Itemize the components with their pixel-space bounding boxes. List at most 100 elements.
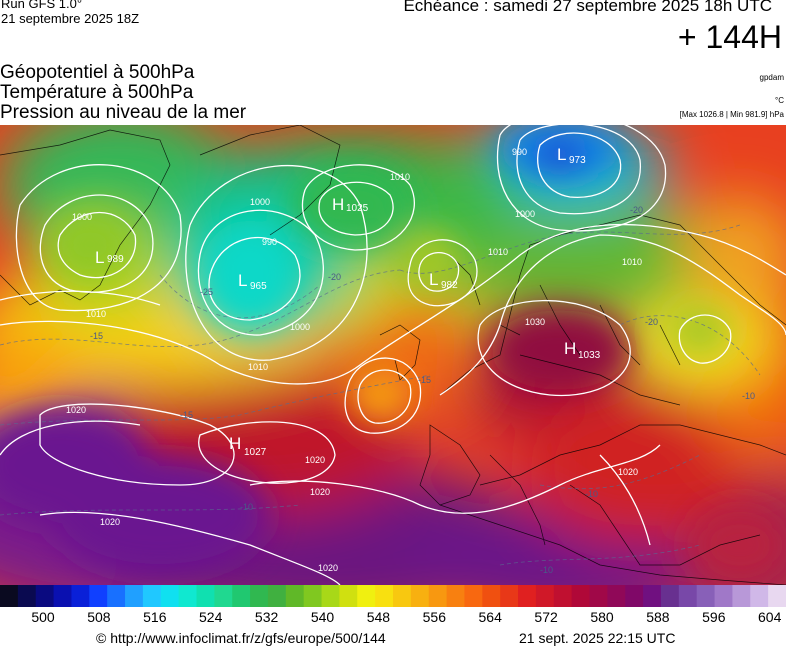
scale-swatch <box>53 585 73 607</box>
scale-tick-label: 604 <box>758 609 782 625</box>
geopotential-unit: gpdam <box>759 73 784 82</box>
scale-tick-label: 548 <box>366 609 391 625</box>
isobar-label: 1000 <box>515 209 535 219</box>
high-symbol: H <box>229 434 241 453</box>
scale-swatch <box>714 585 734 607</box>
scale-swatch <box>160 585 180 607</box>
scale-tick-label: 580 <box>590 609 614 625</box>
scale-swatch <box>303 585 323 607</box>
scale-swatch <box>321 585 341 607</box>
center-pressure: 1025 <box>346 203 369 214</box>
isotherm-label: -20 <box>645 317 658 327</box>
forecast-valid-time: Echéance : samedi 27 septembre 2025 18h … <box>403 0 772 15</box>
isobar-label: 1020 <box>100 517 120 527</box>
scale-tick-label: 564 <box>478 609 502 625</box>
center-pressure: 1027 <box>244 447 267 458</box>
scale-swatch <box>625 585 644 607</box>
scale-swatch <box>375 585 394 607</box>
isobar-label: 1010 <box>390 172 410 182</box>
scale-swatch <box>250 585 269 607</box>
isobar-label: 1010 <box>622 257 642 267</box>
scale-swatch <box>750 585 769 607</box>
temperature-unit: °C <box>775 96 784 105</box>
scale-swatch <box>178 585 198 607</box>
pressure-centers: L 989 L 965 H 1025 L 982 L 973 H 1033 H … <box>95 145 601 458</box>
center-pressure: 982 <box>441 280 458 291</box>
isotherm-label: -15 <box>90 331 103 341</box>
scale-swatch <box>535 585 555 607</box>
scale-swatch <box>696 585 716 607</box>
scale-swatch <box>678 585 698 607</box>
high-center-1025: H 1025 <box>332 195 369 214</box>
low-center-973: L 973 <box>557 145 586 166</box>
high-symbol: H <box>332 195 344 214</box>
scale-tick-label: 516 <box>143 609 167 625</box>
high-center-1027: H 1027 <box>229 434 267 458</box>
isobar-label: 990 <box>262 237 277 247</box>
high-center-1033: H 1033 <box>564 339 601 361</box>
isobar-label: 1010 <box>86 309 106 319</box>
low-center-989: L 989 <box>95 248 124 267</box>
isobar-label: 1000 <box>290 322 310 332</box>
isobar-label: 1010 <box>248 362 268 372</box>
forecast-map: 1000 990 1010 1000 1010 1020 1020 1020 1… <box>0 125 786 585</box>
model-run-label: Run GFS 1.0° <box>1 0 83 11</box>
center-pressure: 973 <box>569 155 586 166</box>
scale-swatch <box>732 585 751 607</box>
isobar-label: 1020 <box>305 455 325 465</box>
scale-swatch <box>357 585 376 607</box>
scale-swatch <box>607 585 626 607</box>
scale-swatch <box>660 585 680 607</box>
scale-swatch <box>589 585 608 607</box>
scale-swatch <box>107 585 126 607</box>
isobars <box>0 125 786 585</box>
scale-swatch <box>285 585 305 607</box>
scale-swatch <box>553 585 573 607</box>
scale-swatch <box>428 585 448 607</box>
scale-swatch <box>35 585 55 607</box>
isotherm-label: -10 <box>742 391 755 401</box>
isobar-label: 1020 <box>618 467 638 477</box>
isobar-labels: 1000 990 1010 1000 1010 1020 1020 1020 1… <box>66 147 642 573</box>
isotherm-label: -25 <box>200 287 213 297</box>
isotherm-label: -15 <box>180 410 193 420</box>
field-pressure-title: Pression au niveau de la mer <box>0 102 247 123</box>
scale-tick-label: 532 <box>254 609 279 625</box>
scale-tick-label: 508 <box>87 609 111 625</box>
scale-swatch <box>571 585 591 607</box>
low-symbol: L <box>238 271 247 290</box>
color-scale-ticks: 500 508 516 524 532 540 548 556 564 572 580 588 596 6… <box>0 608 786 628</box>
geopotential-shading <box>0 125 786 585</box>
scale-swatch <box>267 585 287 607</box>
center-pressure: 1033 <box>578 350 601 361</box>
scale-swatch <box>464 585 483 607</box>
isobar-label: 1030 <box>525 317 545 327</box>
scale-swatch <box>142 585 162 607</box>
low-center-982: L 982 <box>429 270 458 291</box>
pressure-min-max: [Max 1026.8 | Min 981.9] hPa <box>679 110 784 119</box>
isobar-label: 1000 <box>72 212 92 222</box>
source-credit: © http://www.infoclimat.fr/z/gfs/europe/… <box>96 630 386 646</box>
scale-tick-label: 540 <box>310 609 335 625</box>
isobar-label: 990 <box>512 147 527 157</box>
scale-swatch <box>500 585 519 607</box>
scale-swatch <box>71 585 90 607</box>
isotherm-labels: -20 -25 -20 -20 -15 -15 -10 -15 -10 -10 … <box>90 205 755 575</box>
isotherm-label: -10 <box>540 565 553 575</box>
isotherm-label: -10 <box>240 502 253 512</box>
scale-tick-label: 500 <box>31 609 55 625</box>
field-temperature-title: Température à 500hPa <box>0 82 194 103</box>
isobar-label: 1000 <box>250 197 270 207</box>
coastlines <box>0 125 786 585</box>
scale-swatch <box>17 585 37 607</box>
center-pressure: 989 <box>107 254 124 265</box>
high-symbol: H <box>564 339 576 358</box>
scale-swatch <box>232 585 251 607</box>
low-center-965: L 965 <box>238 271 267 292</box>
scale-swatch <box>410 585 430 607</box>
scale-swatch <box>0 585 19 607</box>
isotherm-label: -20 <box>328 272 341 282</box>
scale-swatch <box>89 585 108 607</box>
low-symbol: L <box>429 270 438 289</box>
isotherm-label: -15 <box>418 375 431 385</box>
